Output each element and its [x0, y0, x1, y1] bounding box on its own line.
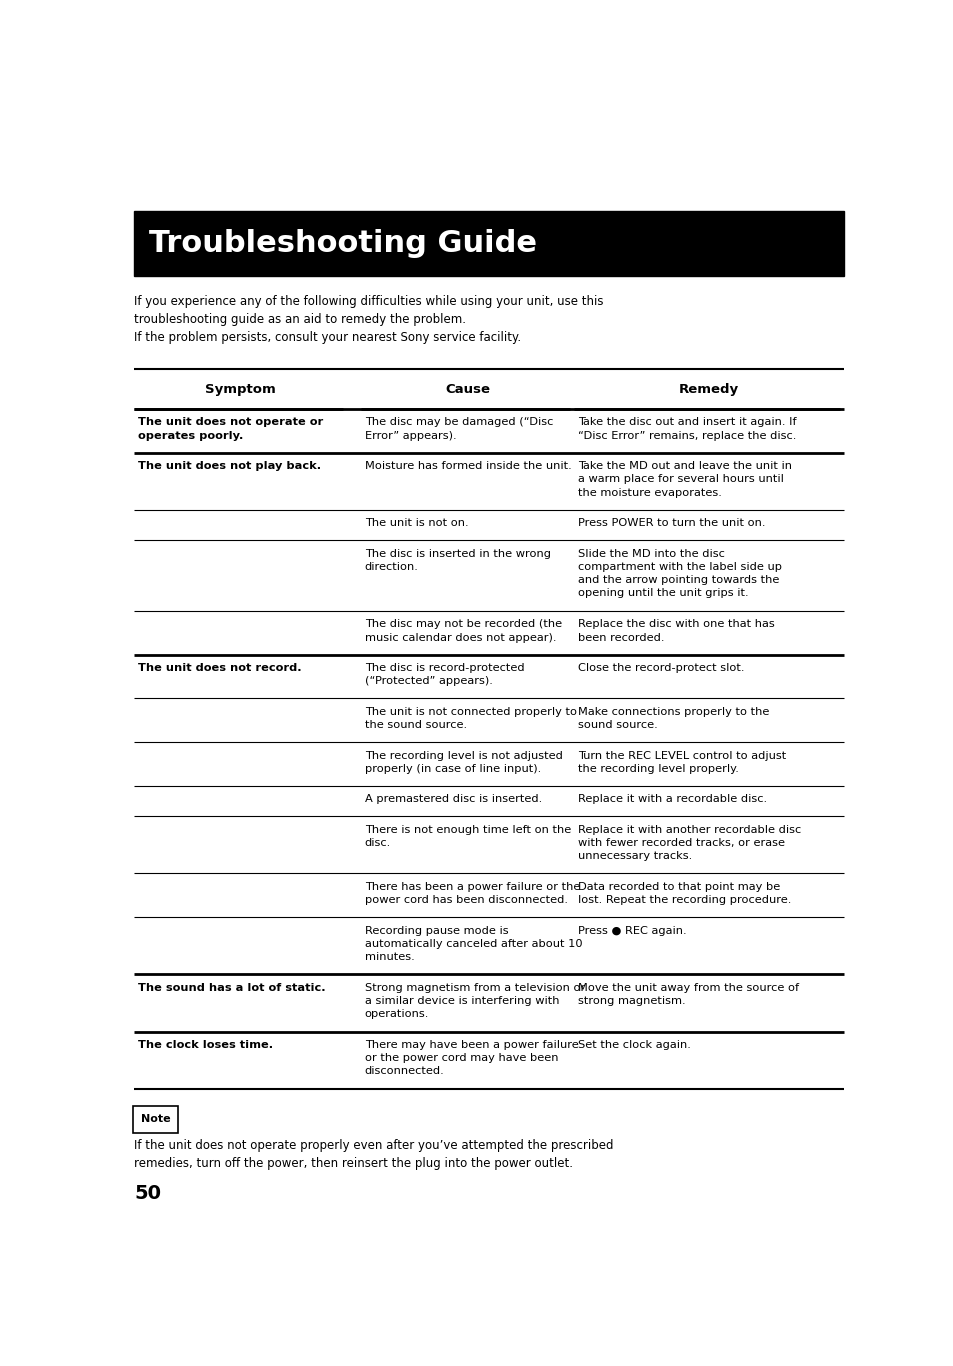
Bar — [133, 212, 842, 276]
Text: Replace it with a recordable disc.: Replace it with a recordable disc. — [578, 795, 766, 805]
Text: There has been a power failure or the
power cord has been disconnected.: There has been a power failure or the po… — [364, 882, 579, 906]
Text: The unit is not on.: The unit is not on. — [364, 518, 468, 529]
Text: If you experience any of the following difficulties while using your unit, use t: If you experience any of the following d… — [133, 295, 603, 344]
Text: The unit is not connected properly to
the sound source.: The unit is not connected properly to th… — [364, 706, 577, 729]
Text: The unit does not operate or
operates poorly.: The unit does not operate or operates po… — [137, 418, 323, 441]
Text: Symptom: Symptom — [205, 382, 275, 396]
Text: The unit does not play back.: The unit does not play back. — [137, 462, 320, 471]
Text: The disc may not be recorded (the
music calendar does not appear).: The disc may not be recorded (the music … — [364, 619, 561, 642]
Text: Remedy: Remedy — [679, 382, 739, 396]
Text: Turn the REC LEVEL control to adjust
the recording level properly.: Turn the REC LEVEL control to adjust the… — [578, 751, 785, 773]
FancyBboxPatch shape — [132, 1105, 178, 1132]
Text: Make connections properly to the
sound source.: Make connections properly to the sound s… — [578, 706, 768, 729]
Text: Recording pause mode is
automatically canceled after about 10
minutes.: Recording pause mode is automatically ca… — [364, 926, 582, 962]
Text: The clock loses time.: The clock loses time. — [137, 1040, 273, 1050]
Text: A premastered disc is inserted.: A premastered disc is inserted. — [364, 795, 541, 805]
Text: The sound has a lot of static.: The sound has a lot of static. — [137, 984, 325, 993]
Text: The disc is record-protected
(“Protected” appears).: The disc is record-protected (“Protected… — [364, 663, 524, 686]
Text: Replace the disc with one that has
been recorded.: Replace the disc with one that has been … — [578, 619, 774, 642]
Text: The recording level is not adjusted
properly (in case of line input).: The recording level is not adjusted prop… — [364, 751, 562, 773]
Text: Troubleshooting Guide: Troubleshooting Guide — [149, 229, 537, 258]
Text: Take the MD out and leave the unit in
a warm place for several hours until
the m: Take the MD out and leave the unit in a … — [578, 462, 791, 497]
Text: Strong magnetism from a television or
a similar device is interfering with
opera: Strong magnetism from a television or a … — [364, 984, 584, 1019]
Text: The disc may be damaged (“Disc
Error” appears).: The disc may be damaged (“Disc Error” ap… — [364, 418, 553, 441]
Text: There is not enough time left on the
disc.: There is not enough time left on the dis… — [364, 825, 571, 848]
Text: 50: 50 — [133, 1184, 161, 1203]
Text: Set the clock again.: Set the clock again. — [578, 1040, 690, 1050]
Text: Move the unit away from the source of
strong magnetism.: Move the unit away from the source of st… — [578, 984, 798, 1007]
Text: Replace it with another recordable disc
with fewer recorded tracks, or erase
unn: Replace it with another recordable disc … — [578, 825, 801, 861]
Text: The disc is inserted in the wrong
direction.: The disc is inserted in the wrong direct… — [364, 549, 550, 572]
Text: There may have been a power failure
or the power cord may have been
disconnected: There may have been a power failure or t… — [364, 1040, 578, 1076]
Text: Take the disc out and insert it again. If
“Disc Error” remains, replace the disc: Take the disc out and insert it again. I… — [578, 418, 796, 441]
Text: Slide the MD into the disc
compartment with the label side up
and the arrow poin: Slide the MD into the disc compartment w… — [578, 549, 781, 598]
Text: Press POWER to turn the unit on.: Press POWER to turn the unit on. — [578, 518, 764, 529]
Text: Moisture has formed inside the unit.: Moisture has formed inside the unit. — [364, 462, 571, 471]
Text: If the unit does not operate properly even after you’ve attempted the prescribed: If the unit does not operate properly ev… — [133, 1139, 613, 1171]
Text: The unit does not record.: The unit does not record. — [137, 663, 301, 673]
Text: Note: Note — [140, 1115, 171, 1124]
Text: Press ● REC again.: Press ● REC again. — [578, 926, 686, 936]
Text: Close the record-protect slot.: Close the record-protect slot. — [578, 663, 743, 673]
Text: Data recorded to that point may be
lost. Repeat the recording procedure.: Data recorded to that point may be lost.… — [578, 882, 790, 906]
Text: Cause: Cause — [445, 382, 490, 396]
